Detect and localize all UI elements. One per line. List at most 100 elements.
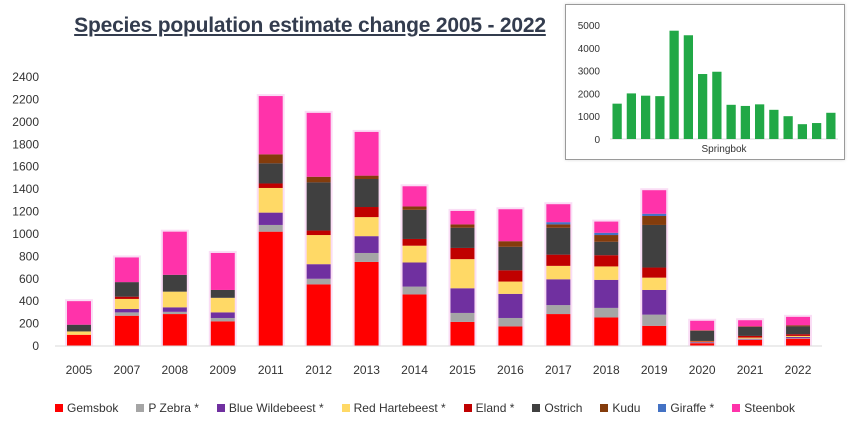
bar-segment <box>306 235 331 265</box>
inset-bar <box>797 124 808 139</box>
legend-item: Kudu <box>600 401 640 415</box>
bar-segment <box>258 224 283 232</box>
bar-segment <box>258 187 283 213</box>
legend-item: Giraffe * <box>658 401 714 415</box>
bar-segment <box>258 154 283 164</box>
y-tick-label: 0 <box>32 339 39 353</box>
inset-y-tick-label: 0 <box>594 135 600 146</box>
inset-bar <box>826 112 836 139</box>
bar-segment <box>642 224 667 268</box>
legend-swatch <box>55 404 64 412</box>
bar-segment <box>354 175 379 179</box>
inset-bar <box>783 116 793 139</box>
bar-segment <box>786 325 811 327</box>
bar-segment <box>546 227 571 255</box>
bar-segment <box>546 222 571 225</box>
bar-segment <box>786 326 811 335</box>
legend: Gemsbok P Zebra * Blue Wildebeest * Red Har… <box>0 401 850 415</box>
x-tick-label: 2007 <box>114 363 141 377</box>
x-tick-label: 2014 <box>401 363 428 377</box>
bar-segment <box>546 265 571 280</box>
bar-segment <box>258 231 283 346</box>
bar-segment <box>642 314 667 326</box>
bar-segment <box>786 334 811 336</box>
bar-segment <box>450 227 475 248</box>
inset-y-tick-label: 4000 <box>578 44 601 55</box>
y-tick-label: 2200 <box>12 92 39 106</box>
bar-segment <box>738 339 763 346</box>
legend-swatch <box>341 404 350 412</box>
bar-segment <box>738 337 763 339</box>
legend-swatch <box>136 404 145 412</box>
y-tick-label: 600 <box>19 272 39 286</box>
bar-segment <box>210 317 235 322</box>
bar-segment <box>690 330 715 341</box>
inset-bars <box>612 30 836 140</box>
inset-bar <box>683 35 694 139</box>
bar-segment <box>546 204 571 223</box>
bar-segment <box>66 331 91 335</box>
bar-segment <box>498 326 523 346</box>
bar-segment <box>690 341 715 343</box>
main-y-axis: 0 200 400 600 800 1000 1200 1400 1600 1800 2000 220… <box>12 70 39 353</box>
bar-segment <box>450 288 475 313</box>
bar-segment <box>594 317 619 346</box>
bar-segment <box>642 289 667 315</box>
legend-label: Steenbok <box>744 401 795 415</box>
bar-segment <box>114 282 139 297</box>
legend-item: Blue Wildebeest * <box>216 401 324 415</box>
bar-segment <box>66 301 91 325</box>
bar-segment <box>402 206 427 210</box>
bar-segment <box>114 298 139 310</box>
x-tick-label: 2015 <box>449 363 476 377</box>
bar-segment <box>114 296 139 299</box>
y-tick-label: 1400 <box>12 182 39 196</box>
bar-segment <box>738 335 763 338</box>
bar-segment <box>738 326 763 327</box>
legend-item: P Zebra * <box>136 401 199 415</box>
x-tick-label: 2012 <box>305 363 332 377</box>
legend-label: Giraffe * <box>670 401 715 415</box>
bar-segment <box>450 210 475 225</box>
bar-segment <box>738 320 763 327</box>
y-tick-label: 2400 <box>12 70 39 84</box>
bar-segment <box>402 294 427 346</box>
bar-segment <box>498 241 523 247</box>
inset-x-label: Springbok <box>701 144 747 155</box>
inset-bar <box>811 123 822 139</box>
bar-segment <box>450 259 475 289</box>
legend-label: Ostrich <box>544 401 583 415</box>
bar-segment <box>498 270 523 282</box>
bar-segment <box>594 266 619 280</box>
inset-y-tick-label: 3000 <box>578 67 601 78</box>
bar-segment <box>210 297 235 313</box>
main-x-axis: 2005 2007 2008 2009 2011 2012 2013 2014 2015 2016… <box>55 345 822 377</box>
bar-segment <box>690 330 715 331</box>
legend-label: P Zebra * <box>148 401 199 415</box>
x-tick-label: 2016 <box>497 363 524 377</box>
inset-bar <box>640 95 651 139</box>
bar-segment <box>114 309 139 313</box>
bar-segment <box>258 163 283 184</box>
bar-segment <box>738 338 763 340</box>
bar-segment <box>786 338 811 346</box>
bar-segment <box>594 235 619 242</box>
bar-segment <box>786 338 811 339</box>
inset-bar <box>726 104 736 139</box>
bar-segment <box>594 221 619 233</box>
y-tick-label: 1200 <box>12 205 39 219</box>
inset-bar <box>655 96 665 139</box>
bar-segment <box>402 286 427 295</box>
inset-y-tick-label: 5000 <box>578 21 601 32</box>
bar-segment <box>642 215 667 225</box>
bar-segment <box>354 252 379 262</box>
bar-segment <box>642 267 667 278</box>
bar-segment <box>642 190 667 214</box>
bar-segment <box>642 213 667 216</box>
legend-item: Ostrich <box>532 401 582 415</box>
bar-segment <box>114 312 139 316</box>
x-tick-label: 2009 <box>209 363 236 377</box>
bar-segment <box>450 247 475 260</box>
legend-item: Gemsbok <box>55 401 118 415</box>
